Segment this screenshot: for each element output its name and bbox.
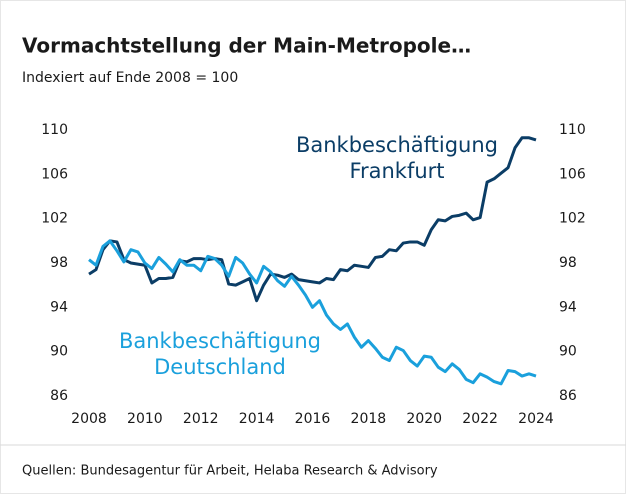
y-tick-label: 90 — [50, 344, 68, 360]
x-tick-label: 2010 — [127, 411, 163, 427]
series-line — [88, 136, 537, 303]
series-label: Bankbeschäftigung — [119, 329, 321, 353]
x-tick-label: 2020 — [406, 411, 442, 427]
y2-tick-label: 90 — [559, 344, 577, 360]
y2-tick-label: 102 — [559, 211, 586, 227]
y2-tick-label: 106 — [559, 166, 586, 182]
y-tick-label: 106 — [41, 166, 68, 182]
x-tick-label: 2014 — [239, 411, 275, 427]
x-tick-label: 2018 — [351, 411, 387, 427]
x-tick-label: 2012 — [183, 411, 219, 427]
y-tick-label: 86 — [50, 388, 68, 404]
y-tick-label: 98 — [50, 255, 68, 271]
y-tick-label: 110 — [41, 122, 68, 138]
x-tick-label: 2016 — [295, 411, 331, 427]
series-label: Frankfurt — [349, 159, 444, 183]
y2-tick-label: 98 — [559, 255, 577, 271]
chart-subtitle: Indexiert auf Ende 2008 = 100 — [22, 70, 238, 86]
chart-title: Vormachtstellung der Main-Metropole… — [22, 34, 471, 58]
y2-tick-label: 110 — [559, 122, 586, 138]
series-line — [88, 239, 537, 386]
y-tick-label: 94 — [50, 299, 68, 315]
y-tick-label: 102 — [41, 211, 68, 227]
x-tick-label: 2022 — [462, 411, 498, 427]
series-label: Deutschland — [154, 355, 286, 379]
x-tick-label: 2024 — [518, 411, 554, 427]
x-tick-label: 2008 — [71, 411, 107, 427]
y2-tick-label: 86 — [559, 388, 577, 404]
y2-tick-label: 94 — [559, 299, 577, 315]
source: Quellen: Bundesagentur für Arbeit, Helab… — [22, 464, 438, 479]
series-label: Bankbeschäftigung — [296, 133, 498, 157]
